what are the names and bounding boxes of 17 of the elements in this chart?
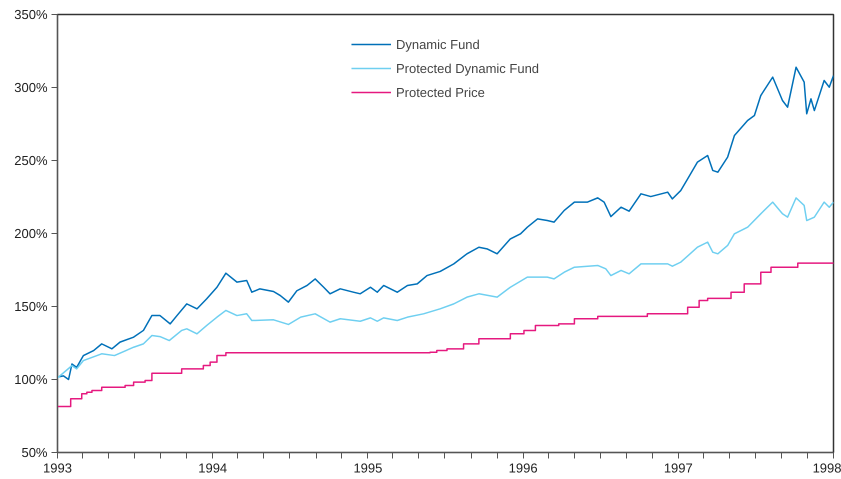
y-tick-label: 250% <box>14 153 48 168</box>
legend-label: Protected Dynamic Fund <box>396 60 540 76</box>
legend-label: Dynamic Fund <box>396 36 480 52</box>
x-tick-label: 1996 <box>508 460 538 476</box>
legend-label: Protected Price <box>396 84 485 100</box>
y-tick-label: 100% <box>14 372 48 387</box>
y-tick-label: 150% <box>14 299 48 314</box>
y-tick-label: 50% <box>21 445 48 460</box>
y-tick-label: 300% <box>14 80 48 95</box>
x-tick-label: 1994 <box>198 460 228 476</box>
y-tick-label: 350% <box>14 7 48 22</box>
x-tick-label: 1993 <box>43 460 72 476</box>
x-tick-label: 1997 <box>664 460 693 476</box>
y-tick-label: 200% <box>14 226 48 241</box>
line-series <box>58 197 834 379</box>
x-tick-label: 1998 <box>812 460 841 476</box>
x-tick-label: 1995 <box>353 460 382 476</box>
